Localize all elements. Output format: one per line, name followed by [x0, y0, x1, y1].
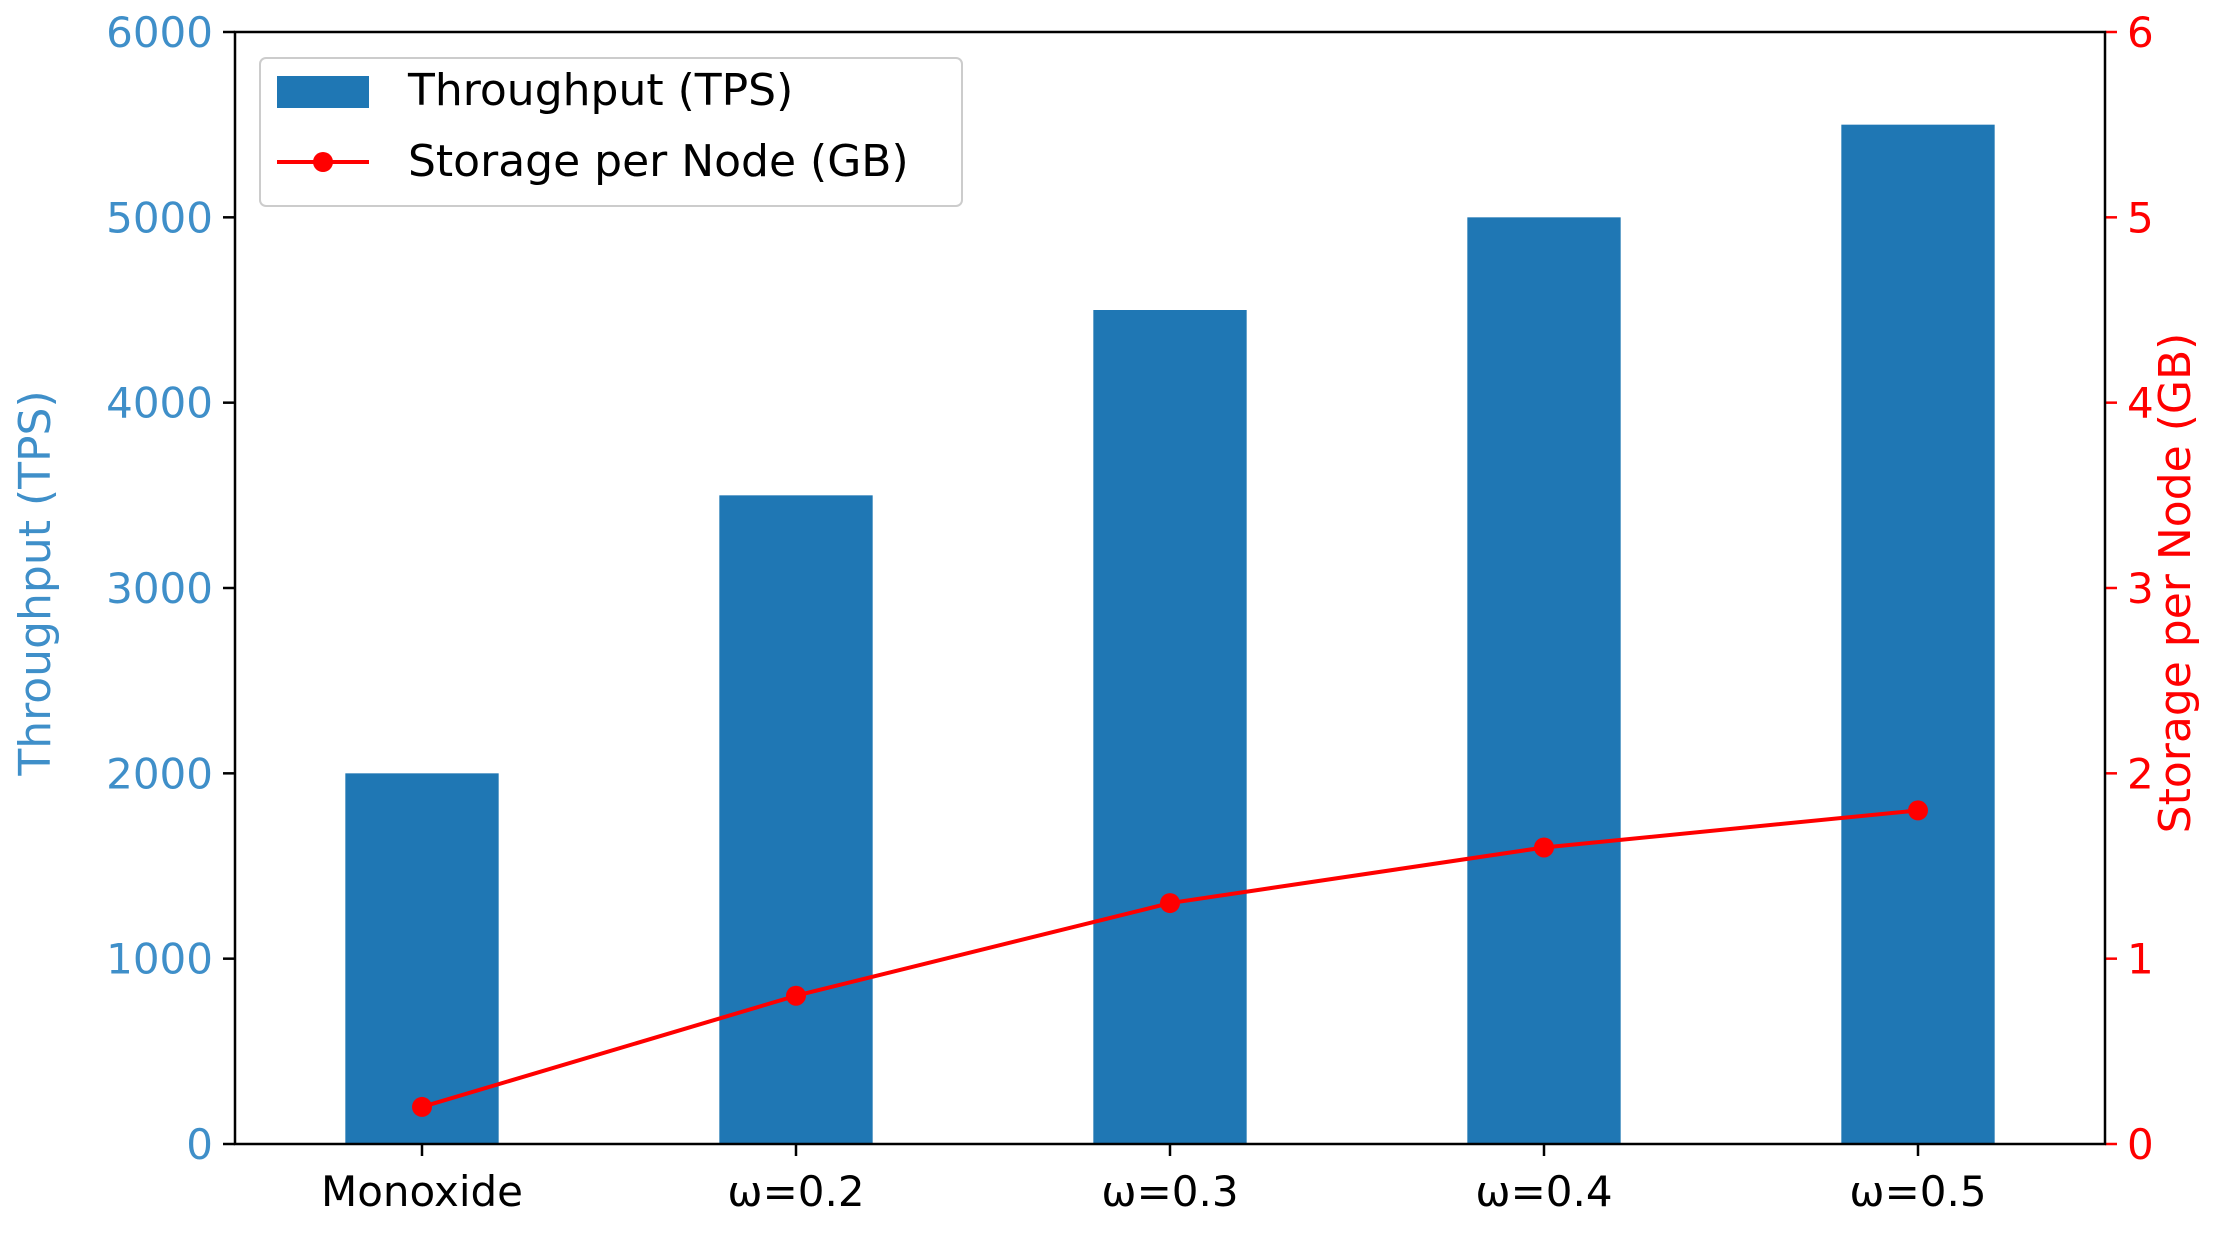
left-axis-ticks: 0 1000 2000 3000 4000 5000 6000	[106, 8, 235, 1169]
bar-1	[719, 495, 873, 1144]
right-tick-label: 6	[2127, 8, 2154, 57]
x-axis-ticks: Monoxide ω=0.2 ω=0.3 ω=0.4 ω=0.5	[321, 1144, 1987, 1216]
left-tick-label: 4000	[106, 379, 213, 428]
line-point-0	[412, 1096, 432, 1117]
left-tick-label: 3000	[106, 564, 213, 613]
legend: Throughput (TPS) Storage per Node (GB)	[259, 57, 963, 207]
right-tick-label: 1	[2127, 935, 2154, 984]
bar-3	[1467, 217, 1621, 1145]
left-tick-label: 5000	[106, 193, 213, 242]
right-tick-label: 3	[2127, 564, 2154, 613]
legend-label-throughput: Throughput (TPS)	[407, 65, 793, 116]
right-axis-title: Storage per Node (GB)	[2150, 333, 2201, 834]
legend-box	[259, 57, 963, 207]
bar-0	[345, 773, 499, 1144]
bar-series	[345, 124, 1995, 1145]
line-point-2	[1160, 893, 1180, 914]
x-tick-label: ω=0.3	[1101, 1167, 1238, 1216]
x-tick-label: Monoxide	[321, 1167, 523, 1216]
right-tick-label: 0	[2127, 1120, 2154, 1169]
legend-label-storage: Storage per Node (GB)	[408, 136, 909, 187]
left-tick-label: 1000	[106, 935, 213, 984]
right-tick-label: 5	[2127, 193, 2154, 242]
right-tick-label: 2	[2127, 749, 2154, 798]
x-tick-label: ω=0.5	[1849, 1167, 1986, 1216]
left-tick-label: 0	[186, 1120, 213, 1169]
plot-border	[233, 30, 2107, 1146]
x-tick-label: ω=0.4	[1475, 1167, 1612, 1216]
left-tick-label: 2000	[106, 749, 213, 798]
line-series	[412, 800, 1928, 1117]
line-point-1	[786, 985, 806, 1006]
bar-2	[1093, 310, 1247, 1144]
line-point-4	[1908, 800, 1928, 821]
legend-swatch-throughput	[277, 76, 369, 108]
right-axis-ticks: 0 1 2 3 4 5 6	[2105, 8, 2154, 1169]
x-tick-label: ω=0.2	[727, 1167, 864, 1216]
plot-frame	[233, 30, 2107, 1146]
left-tick-label: 6000	[106, 8, 213, 57]
line-point-3	[1534, 837, 1554, 858]
left-axis-title: Throughput (TPS)	[10, 390, 61, 776]
legend-marker-storage	[313, 152, 333, 172]
bar-4	[1841, 124, 1995, 1144]
right-tick-label: 4	[2127, 379, 2154, 428]
